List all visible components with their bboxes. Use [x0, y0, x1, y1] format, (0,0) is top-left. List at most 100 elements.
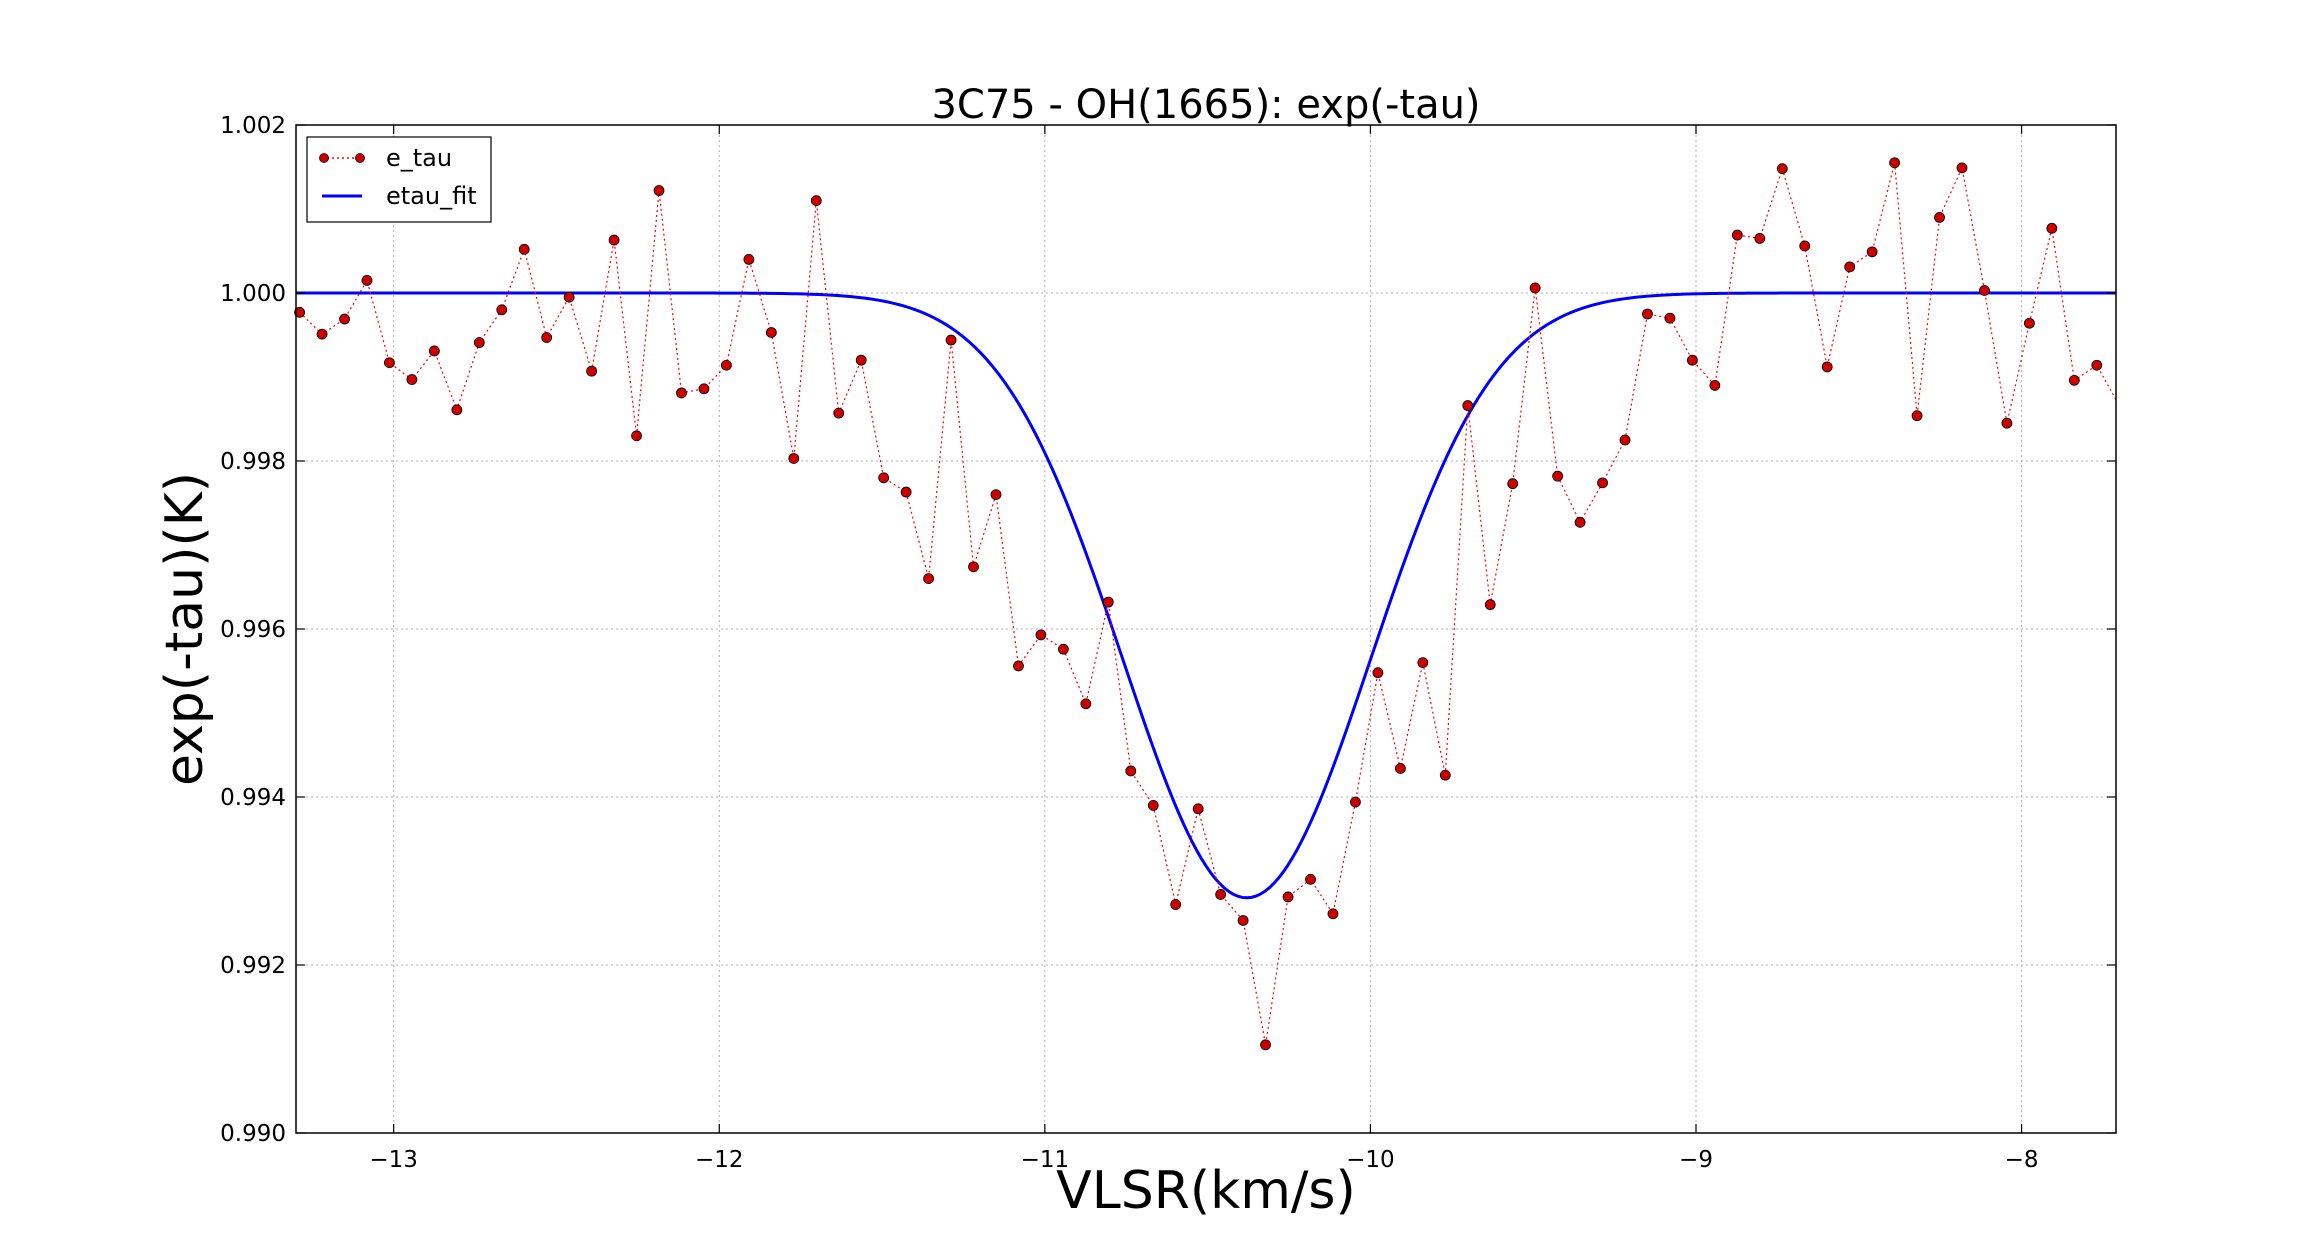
data-point-e-tau: [1215, 889, 1227, 900]
data-point-e-tau: [1664, 312, 1676, 324]
data-point-e-tau: [1597, 477, 1608, 489]
data-point-e-tau: [518, 243, 530, 255]
data-point-e-tau: [1642, 308, 1653, 320]
data-point-e-tau: [945, 334, 957, 346]
data-point-e-tau: [1776, 163, 1788, 175]
y-axis-label: exp(-tau)(K): [155, 472, 215, 786]
data-point-e-tau: [1372, 667, 1384, 679]
data-point-e-tau: [1350, 796, 1361, 808]
data-point-e-tau: [316, 328, 328, 340]
data-point-e-tau: [1529, 282, 1541, 294]
y-tick-label: 0.996: [220, 617, 286, 643]
data-point-e-tau: [586, 365, 598, 377]
data-point-e-tau: [1574, 516, 1586, 528]
x-tick-label: −9: [1679, 1147, 1713, 1173]
data-point-e-tau: [1282, 891, 1294, 903]
data-point-e-tau: [1305, 873, 1316, 885]
legend-marker-e-tau: [355, 153, 365, 163]
data-point-e-tau: [2024, 317, 2035, 329]
data-point-e-tau: [361, 274, 373, 286]
x-tick-label: −13: [369, 1147, 418, 1173]
data-point-e-tau: [2001, 417, 2013, 429]
data-point-e-tau: [384, 357, 395, 369]
y-tick-label: 0.998: [220, 449, 286, 475]
data-point-e-tau: [1327, 908, 1339, 920]
data-point-e-tau: [428, 345, 440, 357]
tick-layer: −13 −12 −11 −10 −9 −8 0.990 0.992 0.994 0.996 0.99…: [220, 113, 2116, 1173]
data-point-e-tau: [833, 407, 845, 419]
y-tick-label: 1.002: [220, 113, 286, 139]
data-point-e-tau: [541, 332, 553, 343]
series-layer: [294, 157, 2117, 1051]
data-point-e-tau: [855, 354, 867, 366]
data-point-e-tau: [810, 195, 822, 207]
legend-label-etau-fit: etau_fit: [386, 182, 477, 210]
legend: e_tau etau_fit: [306, 136, 492, 223]
x-axis-label: VLSR(km/s): [1056, 1161, 1356, 1221]
x-tick-label: −8: [2005, 1147, 2039, 1173]
data-point-e-tau: [496, 304, 508, 316]
data-point-e-tau: [608, 234, 620, 246]
data-point-e-tau: [2091, 359, 2103, 371]
data-point-e-tau: [721, 359, 732, 371]
data-point-e-tau: [2046, 222, 2058, 234]
data-point-e-tau: [1799, 240, 1811, 252]
data-point-e-tau: [2068, 374, 2080, 386]
data-point-e-tau: [878, 472, 890, 484]
y-tick-label: 0.990: [220, 1121, 286, 1147]
data-point-e-tau: [1821, 361, 1833, 373]
data-point-e-tau: [1394, 763, 1406, 774]
data-point-e-tau: [990, 489, 1002, 501]
data-point-e-tau: [451, 404, 463, 416]
data-point-e-tau: [788, 453, 800, 464]
data-point-e-tau: [1080, 698, 1092, 710]
data-point-e-tau: [1125, 765, 1137, 777]
data-point-e-tau: [473, 337, 485, 348]
data-point-e-tau: [1170, 899, 1182, 910]
data-point-e-tau: [1260, 1039, 1271, 1051]
data-point-e-tau: [1844, 261, 1856, 273]
y-tick-label: 0.992: [220, 953, 286, 979]
data-point-e-tau: [1934, 211, 1945, 223]
chart-title: 3C75 - OH(1665): exp(-tau): [931, 82, 1480, 128]
data-point-e-tau: [563, 291, 575, 303]
data-point-e-tau: [765, 327, 777, 338]
x-tick-label: −11: [1021, 1147, 1070, 1173]
x-tick-label: −10: [1346, 1147, 1395, 1173]
x-tick-label: −12: [695, 1147, 744, 1173]
data-point-e-tau: [1889, 157, 1900, 169]
data-point-e-tau: [900, 486, 912, 498]
grid-layer: [296, 125, 2116, 1133]
legend-label-e-tau: e_tau: [386, 144, 452, 172]
data-point-e-tau: [1102, 596, 1114, 608]
data-point-e-tau: [968, 561, 979, 573]
data-point-e-tau: [1866, 246, 1878, 258]
data-point-e-tau: [1462, 400, 1474, 411]
data-point-e-tau: [923, 573, 934, 584]
data-point-e-tau: [676, 387, 687, 399]
data-point-e-tau: [1619, 434, 1631, 446]
data-point-e-tau: [1731, 229, 1743, 241]
data-point-e-tau: [1192, 803, 1204, 815]
data-point-e-tau: [406, 374, 418, 385]
data-point-e-tau: [1147, 800, 1159, 811]
series-line-etau-fit: [296, 291, 2116, 900]
data-point-e-tau: [1552, 470, 1564, 482]
data-point-e-tau: [1484, 599, 1496, 611]
y-tick-label: 0.994: [220, 785, 286, 811]
data-point-e-tau: [631, 430, 642, 442]
data-point-e-tau: [1417, 657, 1429, 668]
data-point-e-tau: [653, 185, 665, 196]
series-line-e-tau: [299, 162, 2117, 1045]
data-point-e-tau: [1979, 285, 1990, 296]
data-point-e-tau: [1956, 162, 1968, 174]
legend-marker-e-tau: [319, 153, 329, 163]
data-point-e-tau: [1687, 354, 1698, 366]
data-point-e-tau: [339, 313, 350, 325]
legend-box: [306, 136, 492, 223]
y-tick-label: 1.000: [220, 281, 286, 307]
data-point-e-tau: [1709, 379, 1721, 391]
data-point-e-tau: [1507, 478, 1519, 490]
data-point-e-tau: [1013, 660, 1024, 672]
